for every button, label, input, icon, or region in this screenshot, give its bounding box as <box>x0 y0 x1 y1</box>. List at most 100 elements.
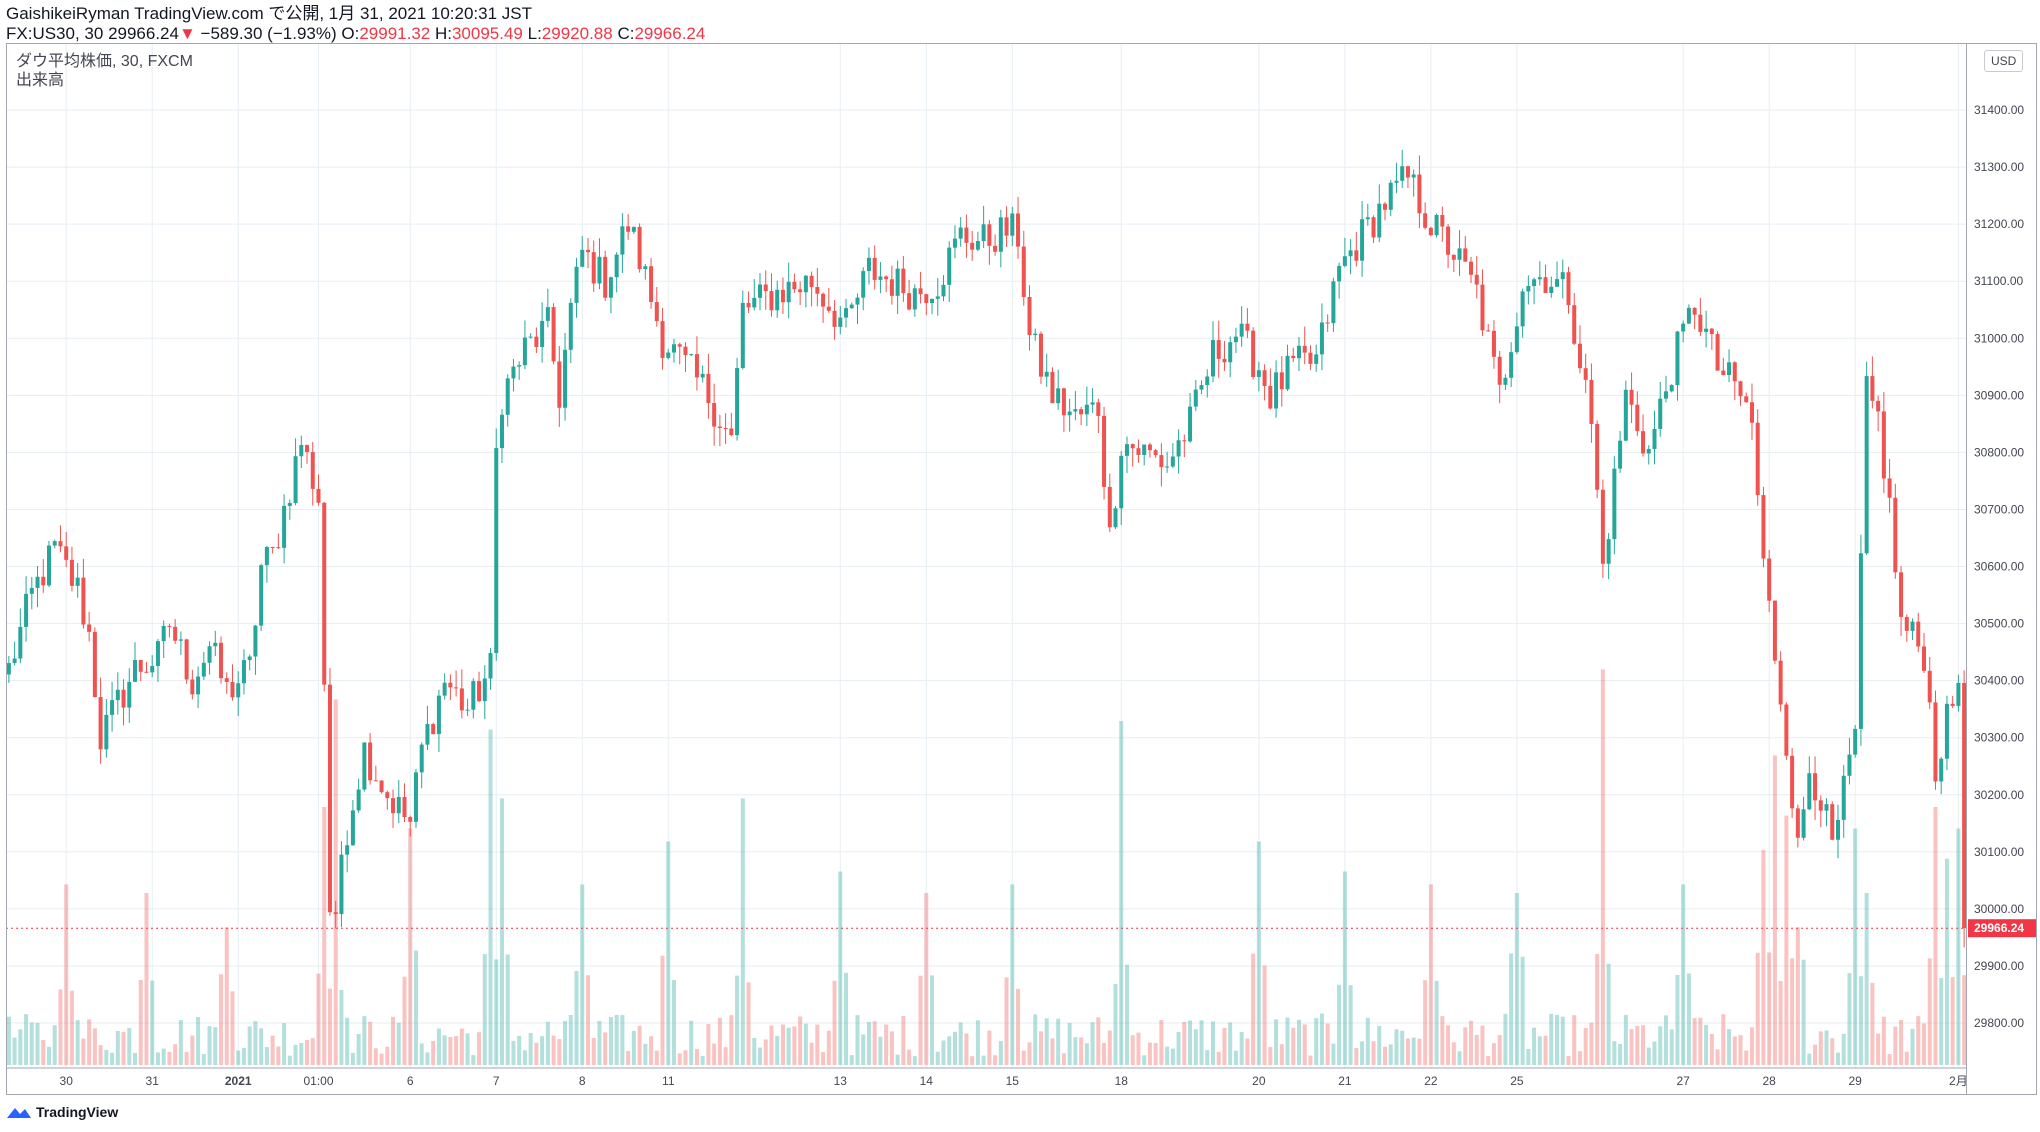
candle <box>1480 269 1485 337</box>
candle-body <box>52 541 57 546</box>
candle <box>35 565 40 608</box>
volume-bar <box>1600 669 1605 1065</box>
candle <box>620 213 625 273</box>
volume-bar <box>1910 1028 1915 1065</box>
volume-bar <box>305 1039 310 1065</box>
candle <box>436 689 441 752</box>
volume-bar <box>293 1044 298 1065</box>
candle-body <box>1721 370 1726 376</box>
volume-bar <box>878 1036 883 1065</box>
candle-body <box>1549 286 1554 294</box>
volume-bar <box>1572 1015 1577 1065</box>
candle <box>1474 255 1479 299</box>
volume-bar <box>425 1052 430 1065</box>
candle <box>1056 369 1061 410</box>
candle-body <box>1113 508 1118 528</box>
series-legend[interactable]: ダウ平均株価, 30, FXCM <box>16 53 193 70</box>
candle <box>746 291 751 313</box>
candle-body <box>1262 370 1267 386</box>
candle-body <box>574 266 579 303</box>
candle <box>276 533 281 550</box>
volume-bar <box>998 1040 1003 1065</box>
candle <box>310 441 315 506</box>
last-price-tag <box>1968 919 2036 938</box>
volume-bar <box>1864 893 1869 1065</box>
volume-bar <box>52 1025 57 1065</box>
candle-body <box>557 361 562 408</box>
candle-body <box>1566 272 1571 306</box>
candle <box>1291 347 1296 363</box>
volume-bar <box>1543 1035 1548 1065</box>
candle-body <box>305 445 310 453</box>
volume-bar <box>1371 1041 1376 1065</box>
volume-bar <box>1921 1023 1927 1065</box>
candle-body <box>1457 248 1462 260</box>
candle-body <box>41 576 46 586</box>
candle <box>127 668 132 723</box>
candle <box>809 271 814 307</box>
candle <box>1124 436 1129 474</box>
candle <box>1560 259 1565 299</box>
volume-bar <box>104 1049 109 1065</box>
volume-bar <box>1296 1019 1302 1065</box>
candle-body <box>1268 385 1273 409</box>
volume-bar <box>1354 1047 1359 1065</box>
y-tick-label: 30000.00 <box>1974 902 2024 916</box>
candle <box>477 671 482 703</box>
candle-body <box>219 642 224 679</box>
chart-pane[interactable] <box>6 43 1967 1095</box>
volume-bar <box>855 1015 860 1065</box>
volume-bar <box>287 1055 292 1065</box>
candle-body <box>1749 402 1754 423</box>
candle <box>1084 386 1089 427</box>
candle <box>1749 383 1754 441</box>
candle <box>1784 702 1789 760</box>
candle-body <box>826 306 831 311</box>
currency-badge[interactable]: USD <box>1984 50 2024 72</box>
last-price: 29966.24 <box>108 24 179 43</box>
candle-body <box>935 296 940 299</box>
candle <box>1411 169 1416 197</box>
volume-legend[interactable]: 出来高 <box>16 72 65 89</box>
tradingview-logo[interactable]: TradingView <box>6 1104 118 1120</box>
candle <box>918 271 923 304</box>
candle-body <box>528 336 533 338</box>
volume-bar <box>1772 755 1777 1065</box>
candle-body <box>1291 355 1296 359</box>
candle <box>1721 357 1726 376</box>
candle-body <box>1921 646 1927 671</box>
volume-bar <box>1577 1051 1582 1065</box>
y-tick-label: 30200.00 <box>1974 788 2024 802</box>
volume-bar <box>144 893 149 1065</box>
y-axis-labels: 29800.00 29900.00 30000.00 30100.00 30200.00… <box>1974 103 2024 1030</box>
candle-body <box>758 284 763 298</box>
candle-body <box>1514 326 1519 353</box>
candle-body <box>1858 553 1863 729</box>
volume-bar <box>1274 1019 1279 1065</box>
candle-body <box>276 547 281 549</box>
candle-body <box>1950 703 1955 706</box>
candle <box>1709 327 1714 350</box>
candle-body <box>1216 340 1221 359</box>
candle-body <box>1205 376 1210 386</box>
volume-bar <box>912 1056 917 1065</box>
candle-body <box>1646 448 1651 454</box>
price-axis[interactable] <box>1967 43 2037 1095</box>
volume-bar <box>1193 1029 1198 1065</box>
x-axis-labels: 30 31 2021 01:00 6 7 8 11 13 14 15 18 20 21 22 25 27 28 29… <box>60 1074 1968 1088</box>
candle-body <box>551 307 556 362</box>
candle <box>1921 633 1927 674</box>
volume-bar <box>574 970 579 1065</box>
candle-body <box>270 547 275 549</box>
candle-body <box>1795 808 1800 838</box>
candle-body <box>901 268 906 294</box>
candle <box>270 546 275 554</box>
candle <box>282 494 287 564</box>
candle-body <box>167 625 172 627</box>
x-tick-label: 01:00 <box>303 1074 333 1088</box>
candle <box>861 267 866 311</box>
volume-bar <box>540 1036 545 1065</box>
volume-bar <box>1130 1035 1135 1065</box>
candle-body <box>236 683 241 698</box>
